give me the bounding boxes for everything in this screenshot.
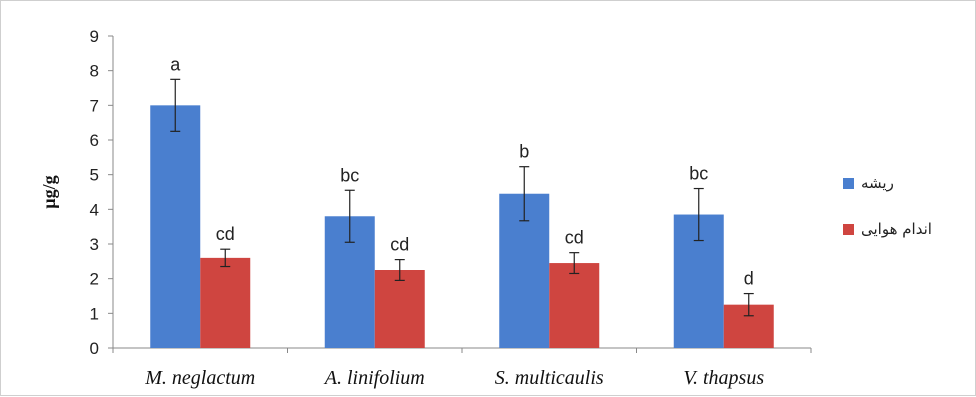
y-tick-label: 8: [90, 62, 99, 81]
bar: [150, 105, 201, 348]
x-tick-label: V. thapsus: [683, 367, 764, 389]
y-tick-label: 5: [90, 166, 99, 185]
bar: [549, 263, 600, 348]
x-tick-label: A. linifolium: [323, 367, 425, 389]
data-label: cd: [216, 224, 235, 244]
data-label: b: [519, 142, 529, 162]
y-axis-label: µg/g: [39, 175, 59, 208]
legend-label: اندام هوایی: [861, 220, 932, 238]
bar: [200, 257, 251, 348]
bars: [150, 78, 774, 348]
y-tick-label: 1: [90, 304, 99, 323]
legend-swatch: [843, 224, 854, 235]
x-tick-label: S. multicaulis: [495, 367, 604, 389]
bar: [374, 270, 425, 348]
x-tick-label: M. neglactum: [144, 367, 255, 389]
x-axis: M. neglactum A. linifolium S. multicaulis V…: [112, 347, 812, 389]
data-label: a: [170, 54, 181, 74]
y-axis: 0 1 2 3 4 5 6 7 8 9: [90, 27, 114, 358]
y-tick-label: 0: [90, 339, 99, 358]
y-tick-label: 9: [90, 27, 99, 46]
y-tick-label: 7: [90, 96, 99, 115]
data-label: d: [744, 269, 754, 289]
legend-label: ریشه: [861, 174, 894, 192]
data-label: cd: [565, 228, 584, 248]
legend-swatch: [843, 178, 854, 189]
y-tick-label: 3: [90, 235, 99, 254]
y-tick-label: 2: [90, 270, 99, 289]
data-label: cd: [390, 235, 409, 255]
y-tick-label: 4: [90, 200, 99, 219]
data-label: bc: [689, 164, 708, 184]
y-tick-label: 6: [90, 131, 99, 150]
data-label: bc: [340, 165, 359, 185]
legend: ریشه اندام هوایی: [843, 174, 932, 238]
